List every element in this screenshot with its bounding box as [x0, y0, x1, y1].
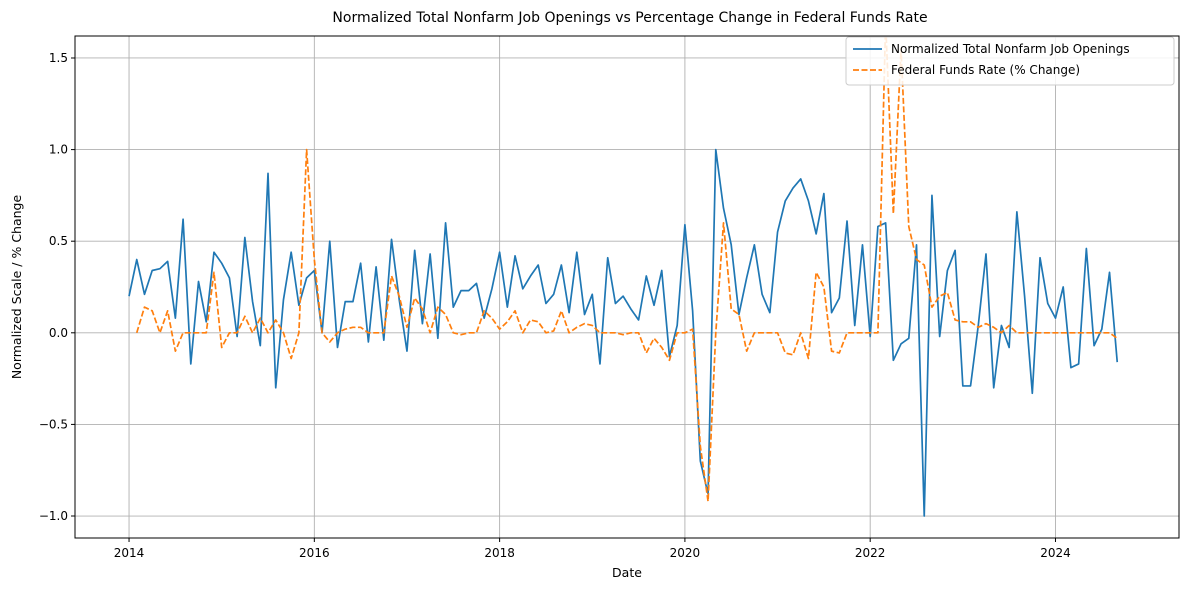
y-tick-label: 1.5	[49, 51, 68, 65]
legend-label-job-openings: Normalized Total Nonfarm Job Openings	[891, 42, 1130, 56]
y-tick-label: −1.0	[39, 509, 68, 523]
y-tick-label: 1.0	[49, 143, 68, 157]
legend-box	[845, 36, 1175, 86]
x-axis-label: Date	[612, 565, 642, 580]
y-tick-label: −0.5	[39, 417, 68, 431]
x-tick-label: 2018	[484, 546, 515, 560]
grid	[75, 36, 1179, 538]
x-tick-label: 2024	[1040, 546, 1071, 560]
x-tick-label: 2016	[299, 546, 330, 560]
plot-frame	[74, 35, 1180, 539]
x-tick-label: 2020	[670, 546, 701, 560]
x-tick-label: 2014	[114, 546, 145, 560]
y-axis-label: Normalized Scale / % Change	[9, 195, 24, 380]
legend: Normalized Total Nonfarm Job Openings Fe…	[845, 36, 1175, 86]
legend-label-fed-funds: Federal Funds Rate (% Change)	[891, 63, 1080, 77]
x-tick-label: 2022	[855, 546, 886, 560]
ticks: 2014 2016 2018 2020 2022 2024 −1.0 −0.5 0.0 0.5 1.…	[39, 51, 1071, 560]
chart-title: Normalized Total Nonfarm Job Openings vs…	[332, 10, 927, 26]
y-tick-label: 0.5	[49, 234, 68, 248]
series-layer	[128, 36, 1119, 517]
series-line-job-openings	[128, 148, 1119, 517]
series-line-fed-funds-pct-change	[135, 36, 1118, 503]
y-tick-label: 0.0	[49, 326, 68, 340]
